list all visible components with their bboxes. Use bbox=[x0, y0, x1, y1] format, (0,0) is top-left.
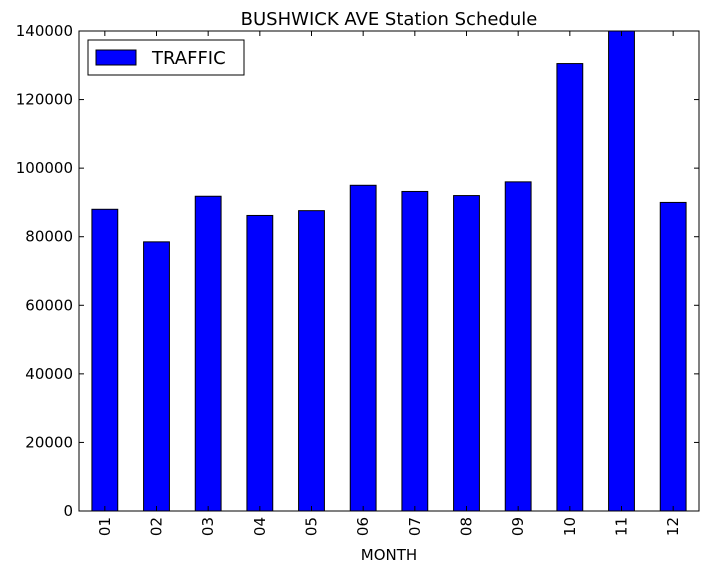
bar-04 bbox=[246, 214, 274, 512]
x-tick-label: 03 bbox=[199, 517, 217, 536]
y-tick-label: 60000 bbox=[25, 296, 73, 314]
plot-frame bbox=[78, 30, 700, 512]
y-axis-ticks: 0 20000 40000 60000 80000 100000 120000 140000 bbox=[16, 22, 699, 520]
x-axis-ticks: 01 02 03 04 05 06 07 08 09 10 11 12 bbox=[96, 31, 682, 536]
x-tick-label: 08 bbox=[458, 517, 476, 536]
legend-swatch bbox=[95, 49, 137, 66]
y-tick-label: 20000 bbox=[25, 433, 73, 451]
y-tick-label: 0 bbox=[63, 502, 73, 520]
y-tick-label: 100000 bbox=[16, 159, 73, 177]
bar-08 bbox=[453, 195, 480, 512]
x-tick-label: 06 bbox=[354, 517, 372, 536]
bar-02 bbox=[143, 241, 170, 512]
x-tick-label: 04 bbox=[251, 517, 269, 536]
bar-03 bbox=[194, 195, 222, 512]
bar-01 bbox=[91, 208, 119, 512]
x-axis-label: MONTH bbox=[361, 546, 417, 564]
x-tick-label: 10 bbox=[561, 517, 579, 536]
bar-05 bbox=[298, 210, 325, 512]
x-tick-label: 07 bbox=[406, 517, 424, 536]
bar-06 bbox=[349, 184, 377, 512]
y-tick-label: 40000 bbox=[25, 365, 73, 383]
bars-layer bbox=[91, 30, 687, 512]
y-tick-label: 80000 bbox=[25, 228, 73, 246]
bar-10 bbox=[556, 63, 584, 512]
x-tick-label: 12 bbox=[664, 517, 682, 536]
x-tick-label: 09 bbox=[509, 517, 527, 536]
legend-label: TRAFFIC bbox=[151, 48, 226, 69]
bar-09 bbox=[504, 181, 532, 512]
bar-11 bbox=[608, 30, 635, 512]
x-tick-label: 01 bbox=[96, 517, 114, 536]
y-tick-label: 140000 bbox=[16, 22, 73, 40]
legend: TRAFFIC bbox=[87, 39, 245, 76]
chart-title: BUSHWICK AVE Station Schedule bbox=[241, 9, 538, 30]
x-tick-label: 05 bbox=[303, 517, 321, 536]
y-tick-label: 120000 bbox=[16, 91, 73, 109]
bar-12 bbox=[659, 201, 687, 512]
x-tick-label: 11 bbox=[613, 517, 631, 536]
x-tick-label: 02 bbox=[148, 517, 166, 536]
bar-07 bbox=[401, 190, 429, 512]
